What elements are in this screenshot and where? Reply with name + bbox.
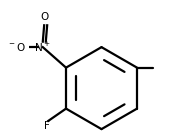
Text: O: O (40, 12, 48, 22)
Text: N$^+$: N$^+$ (34, 41, 51, 54)
Text: $^-$O: $^-$O (7, 41, 26, 53)
Text: F: F (44, 121, 50, 131)
